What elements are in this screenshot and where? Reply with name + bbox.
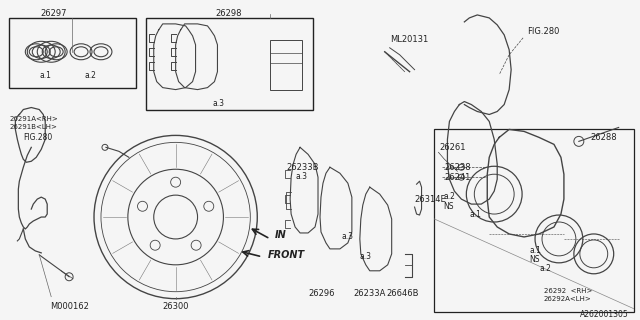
Text: 26288: 26288 (590, 133, 617, 142)
Text: a.3: a.3 (212, 99, 225, 108)
Text: FIG.280: FIG.280 (527, 27, 559, 36)
Text: 26296: 26296 (308, 289, 335, 298)
Text: NS: NS (529, 255, 540, 264)
Text: M000162: M000162 (50, 302, 88, 311)
Bar (10, 18, 136, 88)
Text: a.1: a.1 (529, 246, 541, 255)
Text: ML20131: ML20131 (390, 35, 428, 44)
Text: a.3: a.3 (360, 252, 372, 261)
Text: 26297: 26297 (40, 9, 67, 19)
Text: 26241: 26241 (444, 173, 471, 182)
Text: 26298: 26298 (215, 9, 242, 19)
Text: FRONT: FRONT (268, 250, 305, 260)
Text: a.3: a.3 (295, 172, 307, 181)
Text: a.2: a.2 (539, 264, 551, 273)
Text: FIG.280: FIG.280 (23, 133, 52, 142)
Text: 26292A<LH>: 26292A<LH> (544, 296, 592, 302)
Text: 26233B: 26233B (286, 163, 319, 172)
Text: 26292  <RH>: 26292 <RH> (544, 288, 593, 294)
Text: a.2: a.2 (84, 71, 96, 80)
Text: 26314E: 26314E (415, 195, 446, 204)
Text: a.2: a.2 (444, 192, 455, 201)
Bar (270, 40, 302, 90)
Text: 26291A<RH>: 26291A<RH> (10, 116, 58, 123)
Text: 26233A: 26233A (353, 289, 386, 298)
Text: 26261: 26261 (440, 143, 466, 152)
Text: 26238: 26238 (444, 163, 471, 172)
Text: 26646B: 26646B (387, 289, 419, 298)
Text: 26300: 26300 (163, 302, 189, 311)
Text: IN: IN (275, 230, 287, 240)
Bar (146, 18, 313, 109)
Text: 26291B<LH>: 26291B<LH> (10, 124, 57, 131)
Text: a.3: a.3 (342, 232, 354, 242)
Text: NS: NS (444, 202, 454, 211)
Bar (435, 129, 634, 312)
Text: a.1: a.1 (39, 71, 51, 80)
Text: a.1: a.1 (469, 210, 481, 219)
Text: A262001305: A262001305 (580, 310, 628, 319)
